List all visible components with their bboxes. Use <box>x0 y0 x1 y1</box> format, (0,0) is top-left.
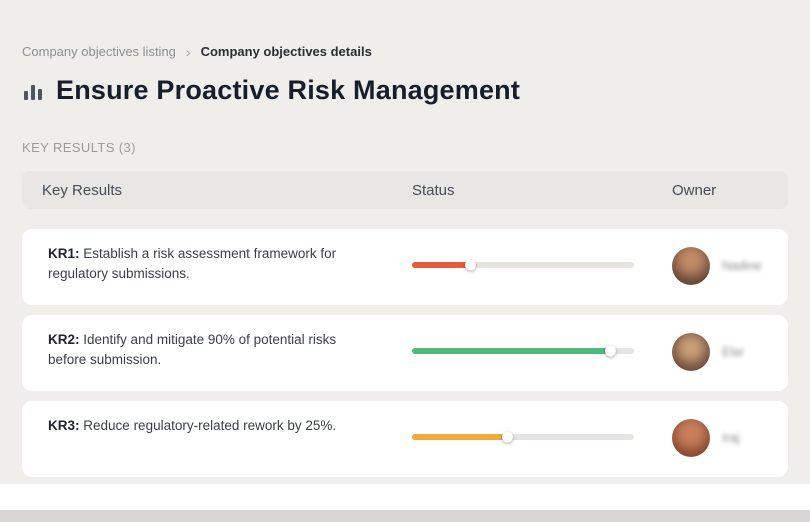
table-header: Key Results Status Owner <box>22 171 788 209</box>
bar-chart-icon <box>22 80 44 102</box>
objective-details-page: Company objectives listing › Company obj… <box>0 0 810 477</box>
table-row[interactable]: KR2: Identify and mitigate 90% of potent… <box>22 315 788 391</box>
chevron-right-icon: › <box>185 43 191 60</box>
avatar <box>672 333 710 371</box>
kr-label: KR1: <box>48 246 80 261</box>
owner-name: Elar <box>722 345 745 359</box>
progress-handle[interactable] <box>604 345 616 357</box>
table-row[interactable]: KR1: Establish a risk assessment framewo… <box>22 229 788 305</box>
kr-text: KR2: Identify and mitigate 90% of potent… <box>48 315 348 369</box>
page-title: Ensure Proactive Risk Management <box>56 75 521 105</box>
progress-bar <box>412 431 634 443</box>
kr-text: KR3: Reduce regulatory-related rework by… <box>48 401 348 436</box>
key-results-section-label: KEY RESULTS (3) <box>22 140 136 155</box>
progress-bar <box>412 259 634 271</box>
column-header-owner: Owner <box>672 181 717 199</box>
progress-handle[interactable] <box>464 259 476 271</box>
progress-fill <box>412 434 508 440</box>
breadcrumb-details-current: Company objectives details <box>200 44 372 59</box>
avatar <box>672 419 710 457</box>
owner-cell: Nadine <box>672 247 768 285</box>
kr-text: KR1: Establish a risk assessment framewo… <box>48 229 348 283</box>
kr-description: Identify and mitigate 90% of potential r… <box>48 332 337 367</box>
owner-name: Nadine <box>722 259 762 273</box>
owner-cell: Elar <box>672 333 768 371</box>
breadcrumb: Company objectives listing › Company obj… <box>22 44 788 59</box>
breadcrumb-listing-link[interactable]: Company objectives listing <box>22 44 176 59</box>
footer-strip <box>0 484 810 510</box>
progress-bar <box>412 345 634 357</box>
progress-handle[interactable] <box>502 431 514 443</box>
title-row: Ensure Proactive Risk Management <box>22 75 788 106</box>
table-row[interactable]: KR3: Reduce regulatory-related rework by… <box>22 401 788 477</box>
avatar <box>672 247 710 285</box>
progress-fill <box>412 348 610 354</box>
kr-label: KR2: <box>48 332 80 347</box>
progress-fill <box>412 262 470 268</box>
column-header-status: Status <box>412 181 455 199</box>
kr-description: Reduce regulatory-related rework by 25%. <box>83 418 337 433</box>
owner-cell: Iraj <box>672 419 768 457</box>
column-header-key-results: Key Results <box>42 181 123 199</box>
kr-label: KR3: <box>48 418 80 433</box>
owner-name: Iraj <box>722 431 740 445</box>
bottom-bar <box>0 510 810 522</box>
kr-description: Establish a risk assessment framework fo… <box>48 246 337 281</box>
